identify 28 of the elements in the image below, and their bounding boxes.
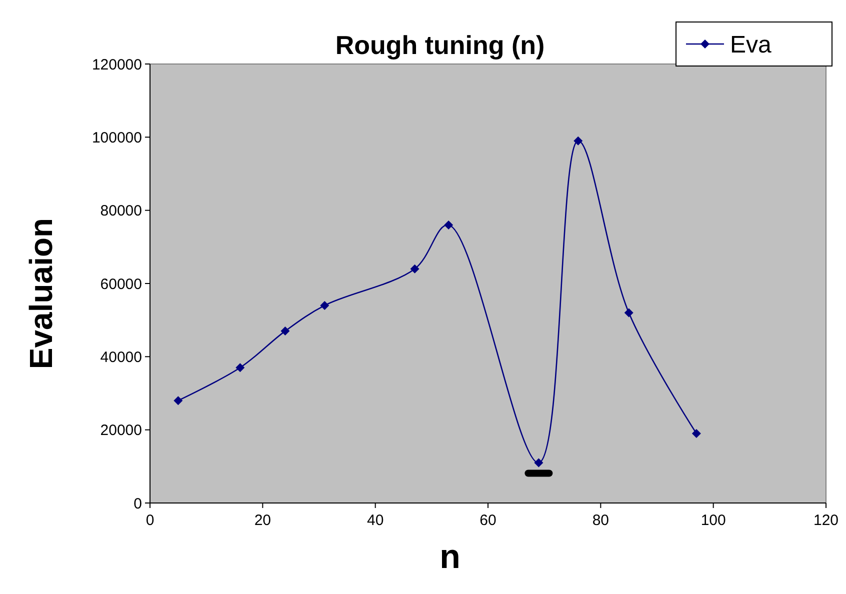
x-tick-label: 120 [813,512,839,529]
x-axis-title: n [440,538,460,576]
point [534,458,544,468]
x-tick-label: 0 [146,512,154,529]
point [410,264,420,274]
point [280,326,290,336]
y-tick-label: 20000 [100,422,142,440]
x-tick-label: 100 [700,512,726,529]
y-tick-label: 100000 [92,129,142,146]
point [320,300,330,310]
y-tick-label: 80000 [100,202,142,220]
point [174,396,183,406]
point [624,308,634,318]
x-tick-label: 20 [254,512,272,529]
y-tick-label: 60000 [100,276,142,293]
point [574,136,583,146]
point [692,428,701,438]
point [444,220,454,230]
legend-label: Eva [730,31,772,58]
x-tick-label: 80 [592,512,610,529]
x-tick-label: 60 [480,512,496,529]
y-tick-label: 0 [134,495,142,512]
y-axis-title: Evaluaion [23,218,59,370]
y-tick-label: 40000 [100,348,142,366]
chart-title: Rough tuning (n) [335,30,545,60]
point [236,363,245,372]
y-tick-label: 120000 [92,56,142,74]
x-tick-label: 40 [366,512,384,529]
